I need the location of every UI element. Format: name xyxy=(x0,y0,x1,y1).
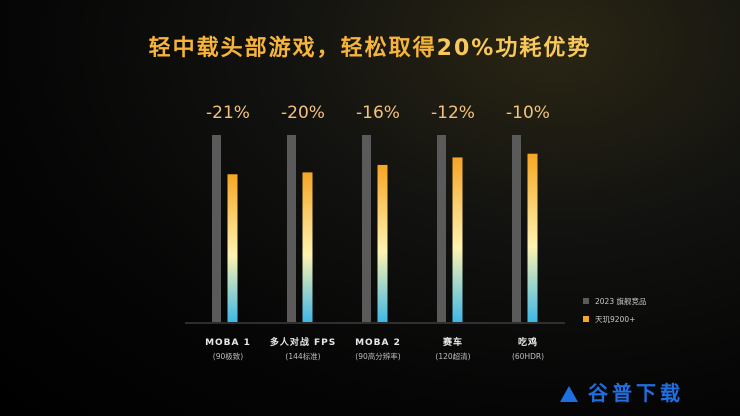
data-label-percent: -10% xyxy=(506,103,550,123)
chart-title-part2: 20%功耗优势 xyxy=(436,36,592,61)
legend-swatch-competitor xyxy=(583,298,589,304)
legend-label-competitor: 2023 旗舰竞品 xyxy=(595,296,646,306)
legend-label-dimensity: 天玑9200+ xyxy=(595,315,635,324)
bar-competitor xyxy=(212,135,221,322)
bar-competitor xyxy=(437,135,446,322)
x-tick-label: MOBA 1 xyxy=(205,338,251,348)
x-tick-sublabel: (120超清) xyxy=(435,351,470,361)
legend-swatch-dimensity xyxy=(583,316,589,322)
x-tick-label: 吃鸡 xyxy=(518,336,538,348)
data-label-percent: -12% xyxy=(431,103,475,123)
bar-dimensity xyxy=(527,153,538,322)
x-tick-sublabel: (60HDR) xyxy=(512,352,544,361)
bar-dimensity xyxy=(302,172,313,322)
x-tick-label: 赛车 xyxy=(442,336,463,348)
bar-competitor xyxy=(362,135,371,322)
bar-dimensity xyxy=(452,157,463,322)
data-label-percent: -20% xyxy=(281,103,325,123)
bar-dimensity xyxy=(227,174,238,322)
chart-title-part1: 轻中载头部游戏，轻松取得 xyxy=(148,36,437,61)
x-tick-sublabel: (90高分辨率) xyxy=(355,351,400,361)
watermark-text: 谷普下载 xyxy=(588,381,684,405)
bar-competitor xyxy=(512,135,521,322)
bar-competitor xyxy=(287,135,296,322)
bar-dimensity xyxy=(377,164,388,322)
data-label-percent: -16% xyxy=(356,103,400,123)
x-tick-sublabel: (144标准) xyxy=(285,351,320,361)
data-label-percent: -21% xyxy=(206,103,250,123)
chart-title: 轻中载头部游戏，轻松取得20%功耗优势 xyxy=(0,30,740,62)
x-tick-label: 多人对战 FPS xyxy=(270,336,336,348)
watermark-logo-icon xyxy=(560,386,578,402)
x-tick-sublabel: (90极致) xyxy=(213,351,243,361)
x-tick-label: MOBA 2 xyxy=(355,338,401,348)
